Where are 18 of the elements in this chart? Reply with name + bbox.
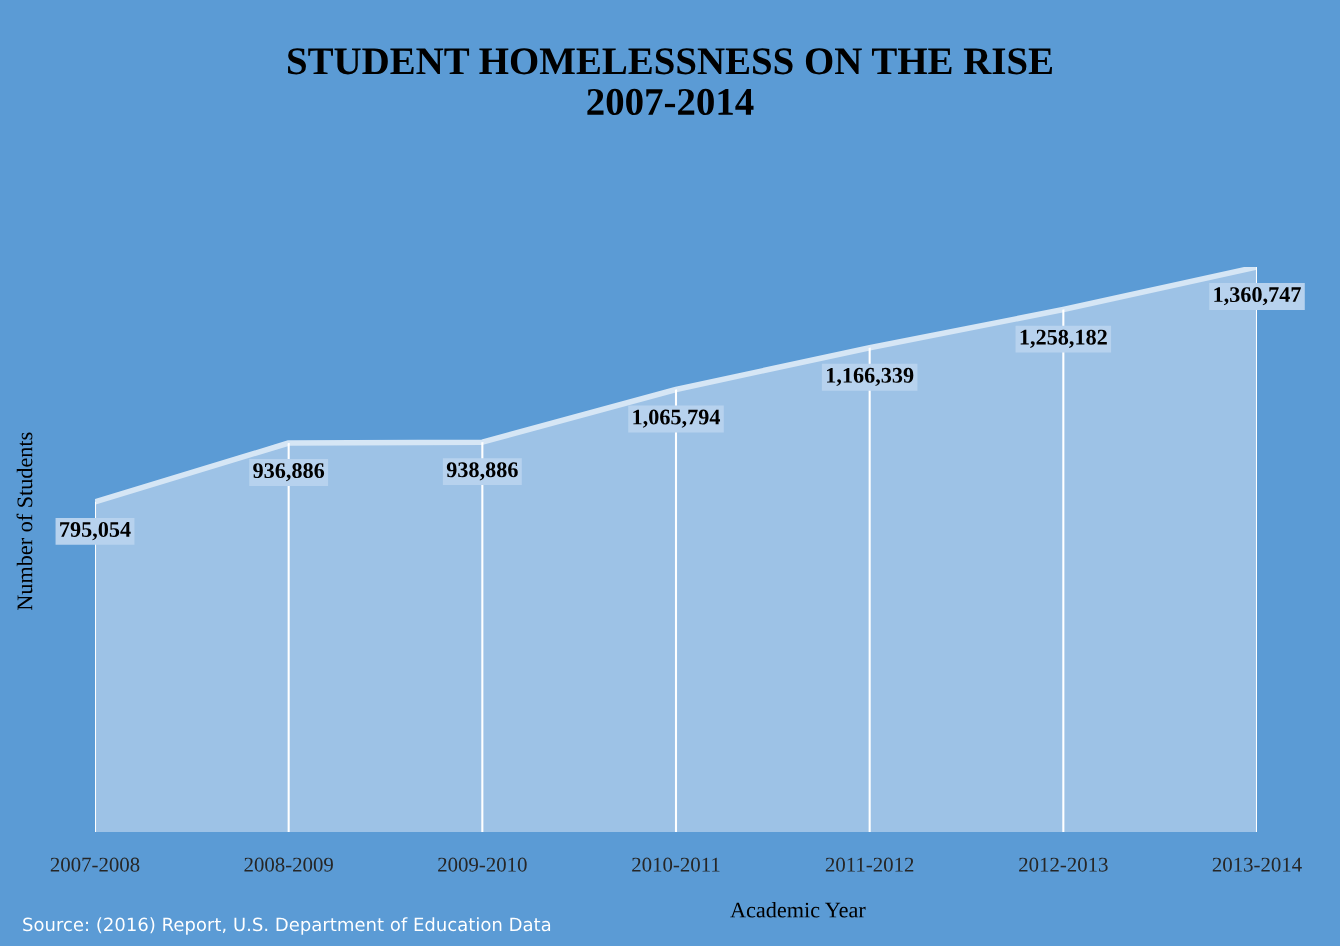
data-label: 1,360,747 xyxy=(1214,287,1301,306)
y-axis-title: Number of Students xyxy=(16,432,33,611)
x-tick-label: 2008-2009 xyxy=(244,857,333,872)
data-label: 1,258,182 xyxy=(1020,329,1107,348)
x-tick-label: 2011-2012 xyxy=(825,857,914,872)
x-tick-label: 2012-2013 xyxy=(1019,857,1108,872)
x-tick-label: 2009-2010 xyxy=(438,857,527,872)
source-note: Source: (2016) Report, U.S. Department of Education Data xyxy=(23,917,551,935)
x-tick-label: 2007-2008 xyxy=(50,857,140,872)
x-axis-title: Academic Year xyxy=(730,901,866,918)
data-label: 1,166,339 xyxy=(827,367,914,387)
chart-title: STUDENT HOMELESSNESS ON THE RISE 2007-2014 xyxy=(288,48,1053,116)
data-label: 795,054 xyxy=(60,521,131,541)
x-tick-label: 2013-2014 xyxy=(1212,857,1302,872)
data-label: 938,886 xyxy=(446,462,518,481)
data-label: 936,886 xyxy=(253,463,325,482)
data-label: 1,065,794 xyxy=(633,409,721,428)
x-tick-label: 2010-2011 xyxy=(632,857,720,872)
